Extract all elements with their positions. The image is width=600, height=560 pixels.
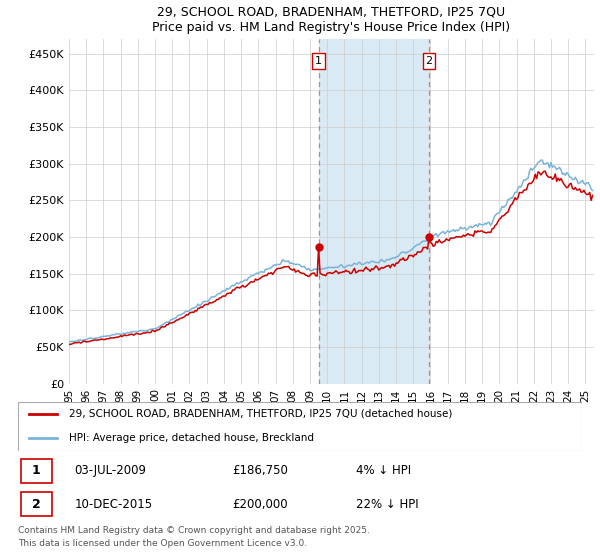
Text: 2: 2: [32, 498, 41, 511]
FancyBboxPatch shape: [21, 459, 52, 483]
Text: 4% ↓ HPI: 4% ↓ HPI: [356, 464, 412, 478]
Bar: [319, 39, 429, 384]
Text: 29, SCHOOL ROAD, BRADENHAM, THETFORD, IP25 7QU (detached house): 29, SCHOOL ROAD, BRADENHAM, THETFORD, IP…: [69, 409, 452, 419]
Text: 03-JUL-2009: 03-JUL-2009: [74, 464, 146, 478]
Text: £186,750: £186,750: [232, 464, 288, 478]
Text: 1: 1: [32, 464, 41, 478]
Text: 10-DEC-2015: 10-DEC-2015: [74, 498, 152, 511]
Text: 1: 1: [315, 56, 322, 66]
FancyBboxPatch shape: [21, 492, 52, 516]
Text: 2: 2: [425, 56, 433, 66]
Text: £200,000: £200,000: [232, 498, 288, 511]
Text: 22% ↓ HPI: 22% ↓ HPI: [356, 498, 419, 511]
Text: Contains HM Land Registry data © Crown copyright and database right 2025.
This d: Contains HM Land Registry data © Crown c…: [18, 526, 370, 548]
Title: 29, SCHOOL ROAD, BRADENHAM, THETFORD, IP25 7QU
Price paid vs. HM Land Registry's: 29, SCHOOL ROAD, BRADENHAM, THETFORD, IP…: [152, 6, 511, 34]
Text: HPI: Average price, detached house, Breckland: HPI: Average price, detached house, Brec…: [69, 433, 314, 444]
FancyBboxPatch shape: [18, 402, 582, 451]
